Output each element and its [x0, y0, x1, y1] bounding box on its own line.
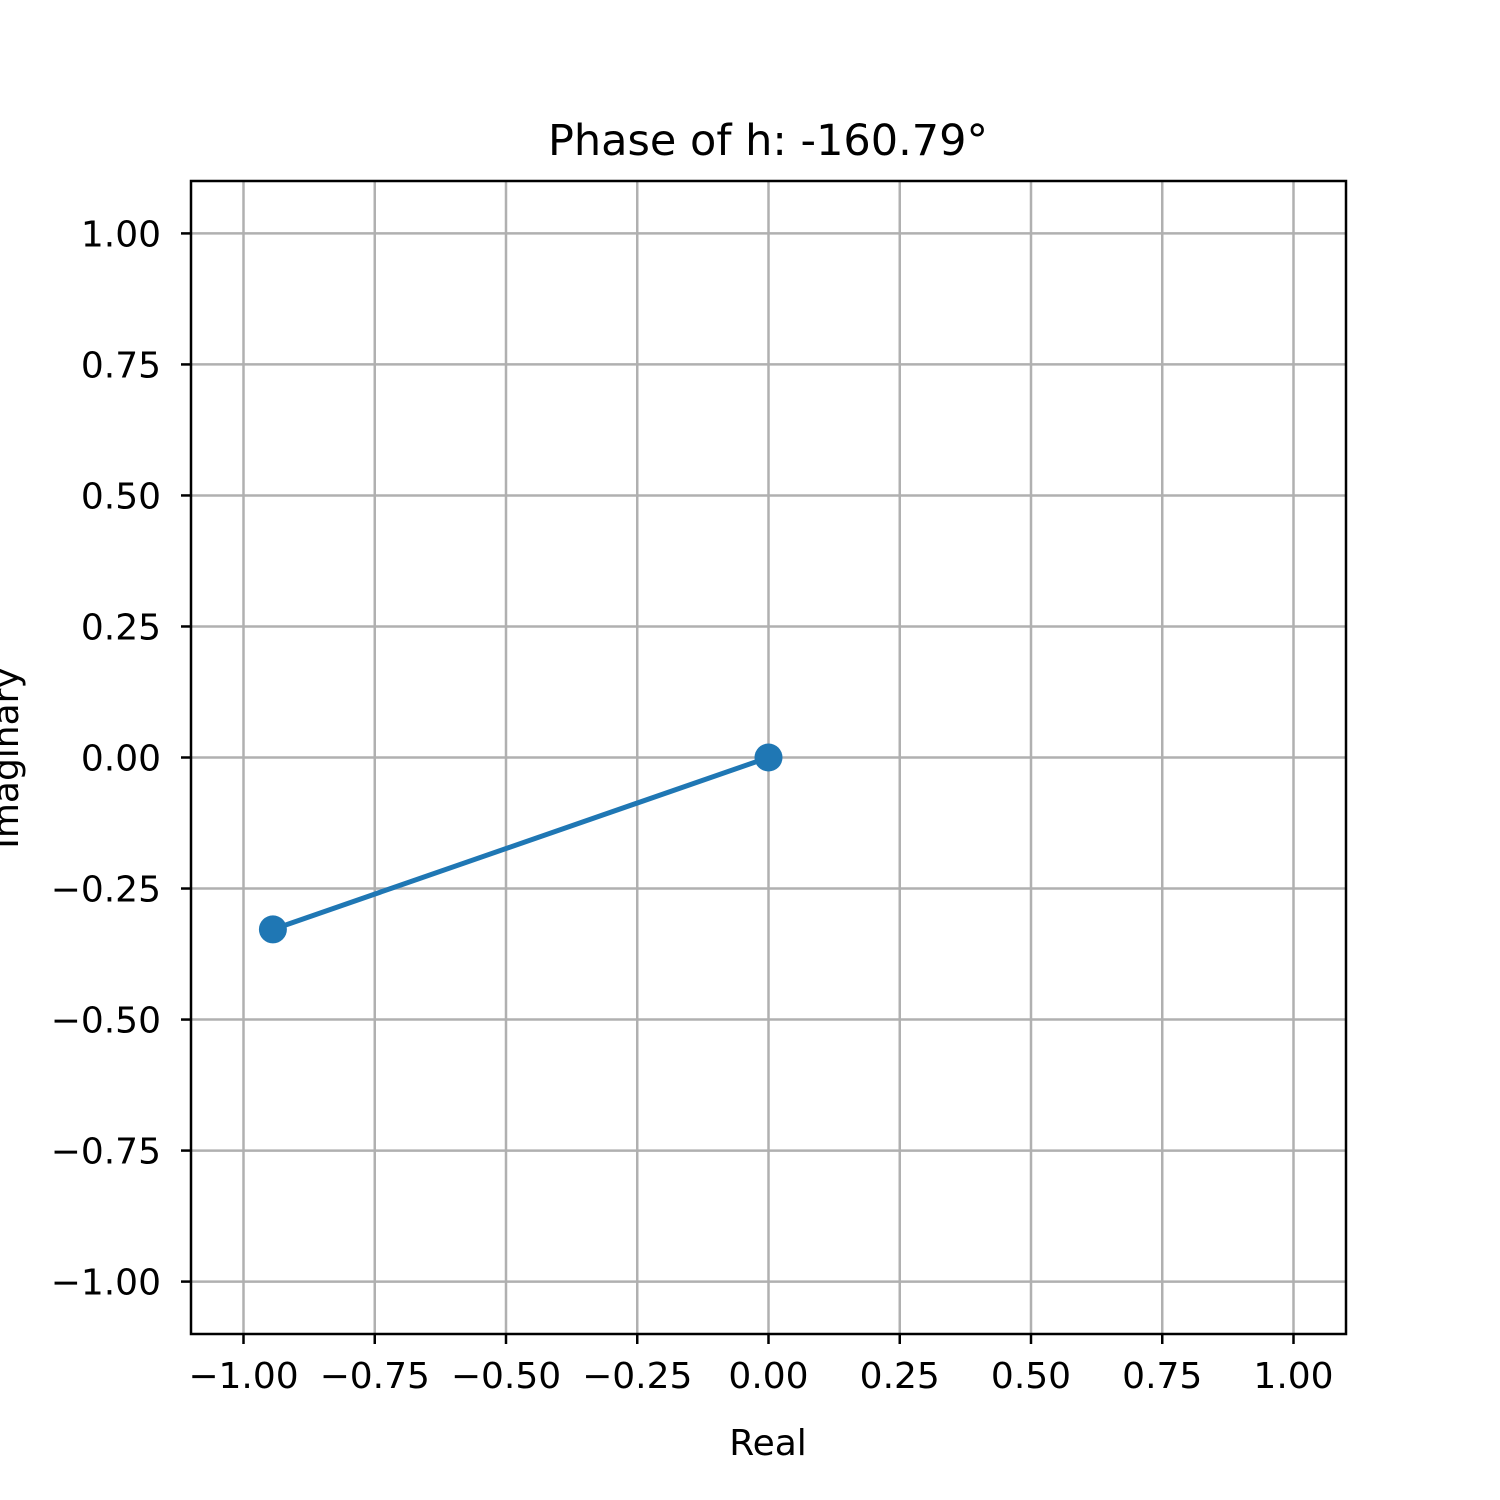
y-tick-label: −0.75: [51, 1132, 161, 1173]
y-tick-label: 1.00: [81, 214, 161, 255]
x-tick-label: 0.25: [860, 1356, 940, 1397]
x-tick-label: −0.50: [451, 1356, 561, 1397]
x-axis-label: Real: [729, 1423, 807, 1464]
y-axis-label: Imaginary: [0, 667, 27, 849]
x-tick-label: 0.75: [1122, 1356, 1202, 1397]
data-point: [258, 915, 287, 944]
series-line: [269, 754, 772, 933]
x-tick-label: −0.25: [582, 1356, 692, 1397]
y-tick-label: 0.00: [81, 739, 161, 780]
x-tick-label: 0.50: [991, 1356, 1071, 1397]
series-layer: [258, 743, 783, 944]
y-tick-label: −0.50: [51, 1001, 161, 1042]
y-tick-label: 0.25: [81, 607, 161, 648]
x-tick-label: 1.00: [1253, 1356, 1333, 1397]
x-tick-label: −1.00: [188, 1356, 298, 1397]
data-point: [754, 743, 783, 772]
y-tick-label: −1.00: [51, 1263, 161, 1304]
y-tick-label: 0.75: [81, 345, 161, 386]
chart-title: Phase of h: -160.79°: [548, 116, 988, 166]
y-tick-label: −0.25: [51, 870, 161, 911]
x-tick-label: −0.75: [320, 1356, 430, 1397]
ticks: −1.00 −0.75 −0.50 −0.25 0.00 0.25 0.50 0.75 1.00…: [51, 214, 1334, 1397]
y-tick-label: 0.50: [81, 476, 161, 517]
x-tick-label: 0.00: [728, 1356, 808, 1397]
